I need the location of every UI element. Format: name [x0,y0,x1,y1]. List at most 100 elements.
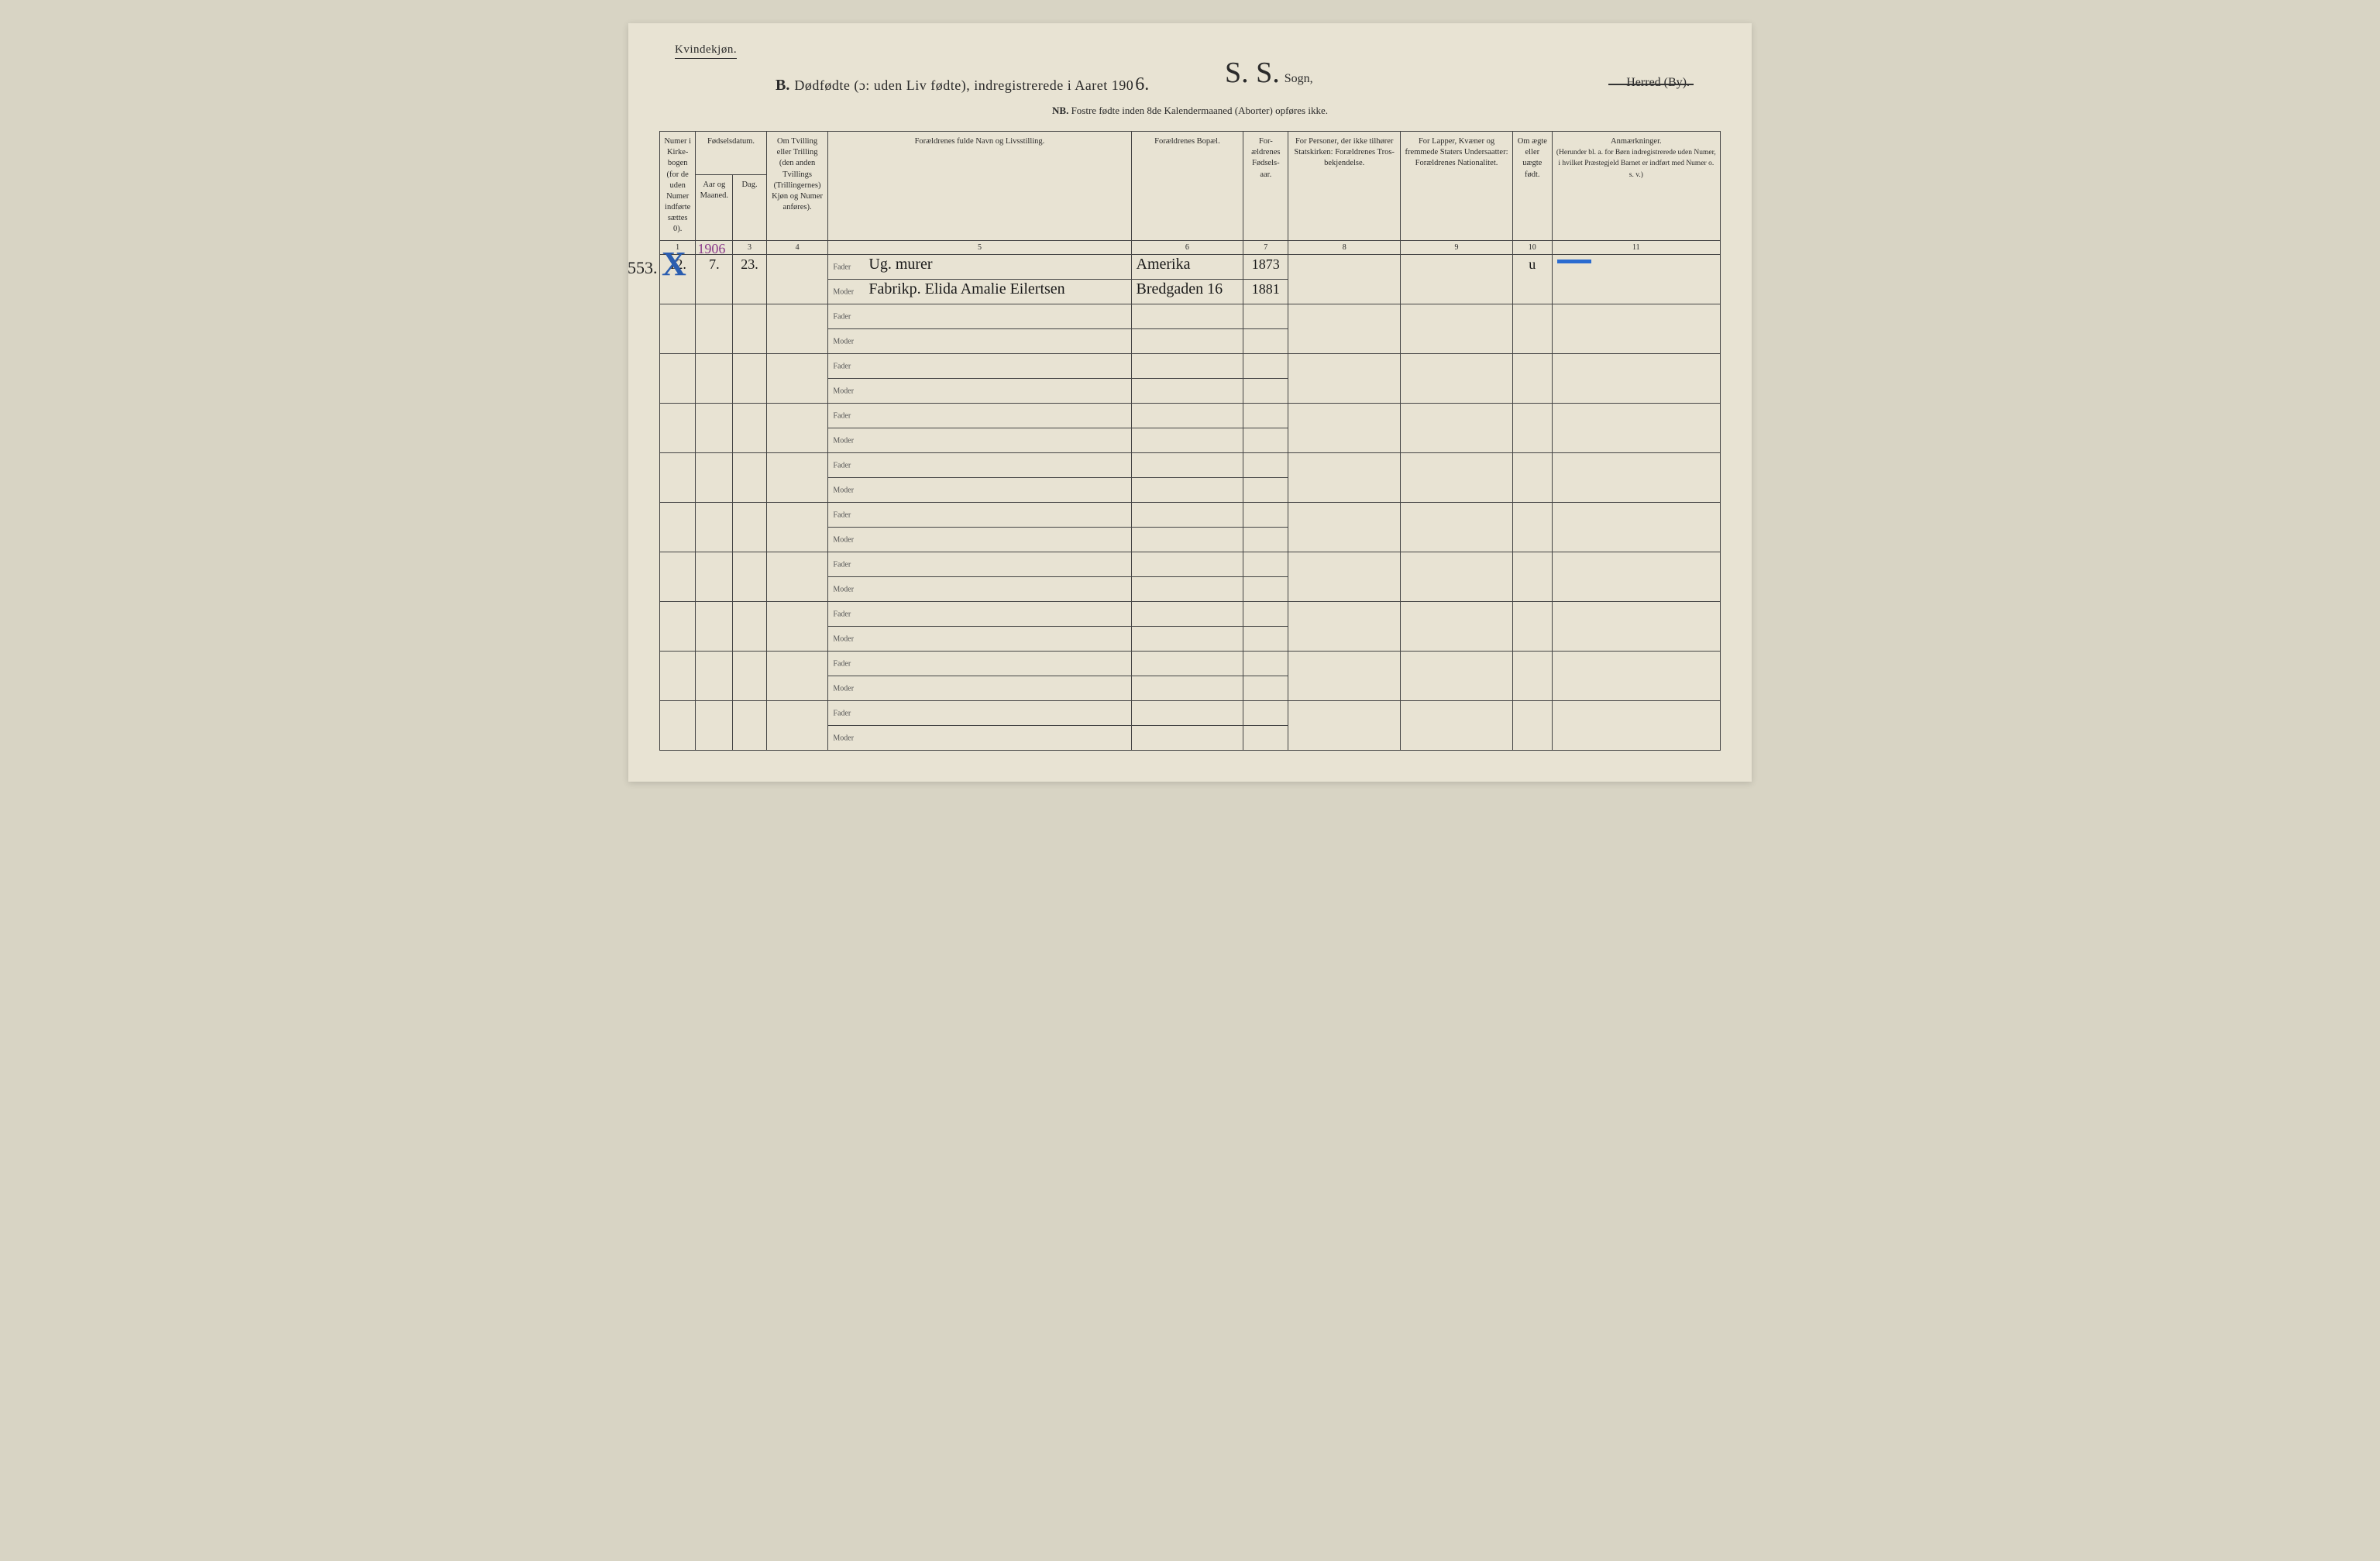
moder-label: Moder [833,337,854,346]
moder-label: Moder [833,585,854,593]
empty-day [733,354,766,404]
moder-aar-value: 1881 [1252,281,1280,297]
fader-label: Fader [833,659,851,668]
empty-nation [1401,503,1513,552]
empty-num [660,503,696,552]
empty-fader-name: Fader [828,552,1131,577]
empty-fader-name: Fader [828,404,1131,428]
cell-aegte: u [1512,255,1552,304]
cell-fader-aar: 1873 [1243,255,1288,280]
empty-aegte [1512,552,1552,602]
empty-anm [1552,453,1720,503]
empty-tros [1288,602,1401,652]
moder-label: Moder [833,734,854,742]
empty-day [733,503,766,552]
empty-row-fader: Fader [660,602,1721,627]
empty-anm [1552,701,1720,751]
moder-label: Moder [833,684,854,693]
moder-label: Moder [833,486,854,494]
empty-nation [1401,404,1513,453]
empty-moder-aar [1243,676,1288,701]
col-header-6: Forældrenes Bopæl. [1131,132,1243,241]
empty-moder-bopael [1131,627,1243,652]
empty-moder-name: Moder [828,478,1131,503]
empty-moder-bopael [1131,676,1243,701]
fader-label: Fader [833,461,851,469]
fader-label: Fader [833,362,851,370]
sogn-block: S. S. Sogn, [1225,66,1313,86]
empty-row-fader: Fader [660,304,1721,329]
empty-num [660,652,696,701]
colnum-11: 11 [1552,240,1720,255]
cell-moder-name: Moder Fabrikp. Elida Amalie Eilertsen [828,280,1131,304]
empty-nation [1401,602,1513,652]
fader-name-value: Ug. murer [868,256,932,273]
empty-moder-bopael [1131,528,1243,552]
empty-moder-bopael [1131,329,1243,354]
empty-day [733,552,766,602]
fader-label: Fader [833,709,851,717]
empty-aegte [1512,304,1552,354]
empty-tvilling [766,701,828,751]
empty-month [696,354,733,404]
register-table: Numer i Kirke-bogen (for de uden Numer i… [659,131,1721,751]
empty-anm [1552,404,1720,453]
cell-month: 7. [696,255,733,304]
empty-fader-aar [1243,304,1288,329]
cell-day: 23. [733,255,766,304]
empty-tvilling [766,552,828,602]
colnum-8: 8 [1288,240,1401,255]
cell-tros [1288,255,1401,304]
empty-anm [1552,652,1720,701]
empty-tros [1288,304,1401,354]
col-header-8: For Personer, der ikke tilhører Statskir… [1288,132,1401,241]
empty-fader-bopael [1131,503,1243,528]
fader-label: Fader [833,263,851,271]
empty-nation [1401,453,1513,503]
empty-anm [1552,552,1720,602]
empty-day [733,602,766,652]
title-row: B. Dødfødte (ɔ: uden Liv fødte), indregi… [659,74,1721,95]
cell-nation [1401,255,1513,304]
empty-month [696,503,733,552]
fader-label: Fader [833,511,851,519]
aegte-value: u [1529,256,1536,272]
empty-moder-name: Moder [828,379,1131,404]
title-prefix: B. [776,77,789,95]
empty-tvilling [766,354,828,404]
empty-fader-aar [1243,453,1288,478]
empty-moder-name: Moder [828,428,1131,453]
empty-month [696,552,733,602]
empty-fader-bopael [1131,304,1243,329]
nb-prefix: NB. [1052,105,1068,116]
herred-strike [1608,84,1694,85]
empty-fader-bopael [1131,602,1243,627]
empty-tros [1288,354,1401,404]
empty-anm [1552,304,1720,354]
empty-row-fader: Fader [660,453,1721,478]
empty-nation [1401,552,1513,602]
empty-moder-aar [1243,329,1288,354]
colnum-1: 1 [660,240,696,255]
cell-moder-bopael: Bredgaden 16 [1131,280,1243,304]
empty-num [660,552,696,602]
empty-month [696,304,733,354]
empty-fader-aar [1243,503,1288,528]
empty-month [696,404,733,453]
empty-moder-aar [1243,528,1288,552]
empty-fader-name: Fader [828,304,1131,329]
empty-month [696,652,733,701]
empty-num [660,354,696,404]
colnum-10: 10 [1512,240,1552,255]
colnum-5: 5 [828,240,1131,255]
empty-month [696,453,733,503]
empty-fader-name: Fader [828,354,1131,379]
empty-moder-aar [1243,726,1288,751]
col-header-1: Numer i Kirke-bogen (for de uden Numer i… [660,132,696,241]
empty-moder-bopael [1131,726,1243,751]
empty-day [733,404,766,453]
empty-month [696,701,733,751]
empty-tros [1288,701,1401,751]
empty-tros [1288,503,1401,552]
empty-fader-aar [1243,354,1288,379]
